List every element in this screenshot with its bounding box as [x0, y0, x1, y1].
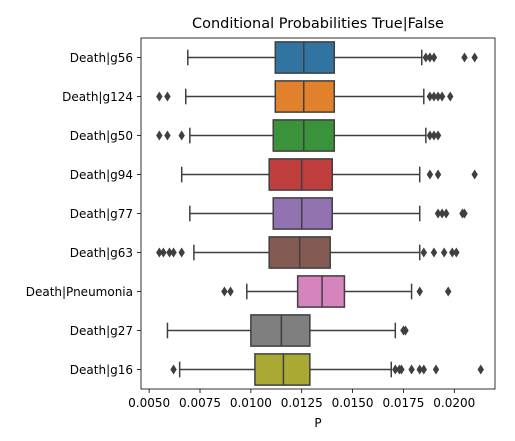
- outlier-point: [426, 169, 434, 180]
- outlier-point: [416, 286, 423, 297]
- box-iqr: [250, 314, 311, 347]
- outlier-point: [426, 130, 434, 141]
- x-axis-label: P: [314, 416, 321, 430]
- outlier-point: [156, 130, 163, 141]
- box-group: [189, 197, 468, 230]
- box-group: [156, 80, 454, 113]
- y-axis: Death|g56 Death|g124 Death|g50 Death|g94 Dea…: [26, 51, 141, 377]
- outlier-point: [426, 52, 434, 63]
- outlier-point: [438, 91, 446, 102]
- y-tick-label: Death|g56: [70, 51, 133, 65]
- outlier-point: [422, 52, 430, 63]
- box-group: [156, 236, 460, 269]
- outlier-point: [430, 247, 438, 258]
- y-tick-label: Death|g94: [70, 168, 133, 182]
- outlier-point: [416, 364, 423, 375]
- outlier-point: [156, 91, 163, 102]
- outlier-point: [164, 130, 171, 141]
- outlier-point: [438, 208, 446, 219]
- box-iqr: [274, 41, 336, 74]
- outlier-point: [445, 286, 452, 297]
- outlier-point: [477, 364, 484, 375]
- box-group: [180, 158, 478, 191]
- outlier-point: [434, 208, 442, 219]
- outlier-point: [442, 208, 450, 219]
- outlier-point: [398, 364, 405, 375]
- outlier-point: [227, 286, 234, 297]
- outlier-point: [166, 247, 173, 258]
- outlier-point: [430, 91, 438, 102]
- outlier-point: [434, 169, 442, 180]
- y-tick-label: Death|g50: [70, 129, 133, 143]
- outlier-point: [392, 364, 399, 375]
- outlier-point: [430, 52, 438, 63]
- outlier-point: [420, 247, 427, 258]
- outlier-point: [432, 364, 440, 375]
- outlier-point: [426, 91, 434, 102]
- y-tick-label: Death|g77: [70, 207, 133, 221]
- x-tick-label: 0.0075: [179, 396, 221, 410]
- outlier-point: [170, 247, 177, 258]
- y-tick-label: Death|Pneumonia: [26, 285, 133, 299]
- outlier-point: [447, 91, 454, 102]
- x-tick-label: 0.0200: [433, 396, 475, 410]
- outlier-point: [430, 130, 438, 141]
- x-tick-label: 0.0100: [230, 396, 272, 410]
- box-iqr: [272, 197, 333, 230]
- outlier-point: [170, 364, 177, 375]
- outlier-point: [453, 247, 460, 258]
- outlier-point: [471, 52, 478, 63]
- x-tick-label: 0.0175: [382, 396, 424, 410]
- plot-area: [140, 37, 496, 390]
- outlier-point: [178, 130, 185, 141]
- box-group: [166, 314, 409, 347]
- box-group: [221, 275, 452, 308]
- y-tick-label: Death|g16: [70, 363, 133, 377]
- chart-title: Conditional Probabilities True|False: [192, 16, 444, 32]
- y-tick-label: Death|g124: [62, 90, 133, 104]
- outlier-point: [440, 247, 448, 258]
- outlier-point: [434, 130, 442, 141]
- y-tick-label: Death|g27: [70, 324, 133, 338]
- outlier-point: [449, 247, 456, 258]
- outlier-point: [402, 325, 409, 336]
- box-iqr: [296, 275, 346, 308]
- outlier-point: [160, 247, 167, 258]
- box-group: [156, 119, 442, 152]
- outlier-point: [178, 247, 185, 258]
- x-axis: 0.0050 0.0075 0.0100 0.0125 0.0150 0.0175 0.02…: [128, 389, 475, 410]
- x-tick-label: 0.0050: [128, 396, 170, 410]
- y-tick-label: Death|g63: [70, 246, 133, 260]
- x-tick-label: 0.0125: [281, 396, 323, 410]
- outlier-point: [164, 91, 171, 102]
- outlier-point: [156, 247, 163, 258]
- outlier-point: [461, 52, 468, 63]
- box-group: [187, 41, 478, 74]
- box-group: [170, 353, 484, 386]
- box-iqr: [274, 80, 336, 113]
- box-iqr: [254, 353, 311, 386]
- outlier-point: [471, 169, 478, 180]
- outlier-point: [461, 208, 468, 219]
- box-iqr: [268, 158, 333, 191]
- outlier-point: [420, 364, 427, 375]
- x-tick-label: 0.0150: [332, 396, 374, 410]
- outlier-point: [221, 286, 228, 297]
- outlier-point: [434, 91, 442, 102]
- outlier-point: [408, 364, 415, 375]
